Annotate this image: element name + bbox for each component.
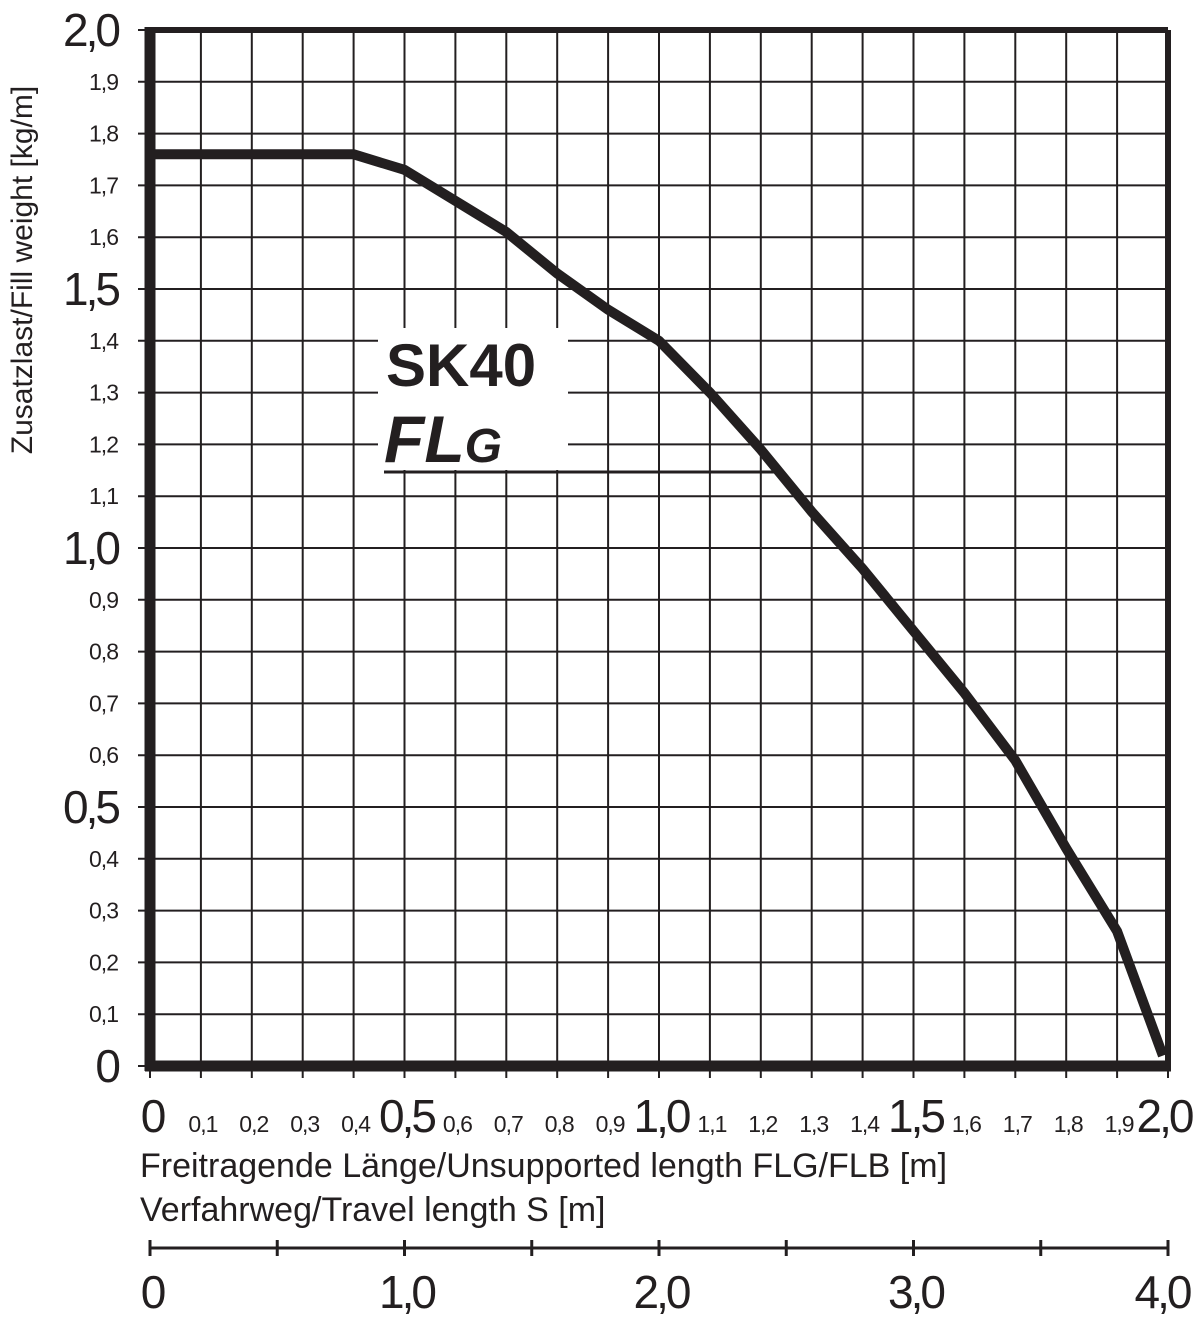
x-tick-label: 1,5 <box>888 1090 944 1142</box>
x2-tick-label: 0 <box>141 1266 165 1318</box>
y-tick-label: 0,3 <box>89 898 118 924</box>
y-tick-label: 0,5 <box>63 781 119 833</box>
y-tick-label: 0,8 <box>89 639 118 665</box>
y-tick-label: 1,5 <box>63 263 119 315</box>
annotation-label: FLG <box>384 402 502 476</box>
x-tick-label: 0,6 <box>443 1111 472 1137</box>
y-tick-label: 0,6 <box>89 742 118 768</box>
x-tick-label: 0,8 <box>545 1111 574 1137</box>
y-tick-label: 1,6 <box>89 224 118 250</box>
y-axis-label: Zusatzlast/Fill weight [kg/m] <box>6 86 39 454</box>
x-tick-label: 1,9 <box>1105 1111 1134 1137</box>
y-tick-label: 1,9 <box>89 69 118 95</box>
x2-tick-label: 2,0 <box>634 1266 690 1318</box>
x-tick-label: 1,6 <box>952 1111 981 1137</box>
x2-tick-label: 3,0 <box>888 1266 944 1318</box>
y-tick-label: 1,2 <box>89 431 118 457</box>
x-tick-label: 1,2 <box>748 1111 777 1137</box>
y-tick-label: 0,1 <box>89 1001 118 1027</box>
y-tick-label: 0,7 <box>89 690 118 716</box>
x-tick-label: 1,3 <box>799 1111 828 1137</box>
x-tick-label: 0,7 <box>494 1111 523 1137</box>
x-tick-label: 0,9 <box>596 1111 625 1137</box>
y-tick-label: 0,2 <box>89 949 118 975</box>
annotation-label-sub: G <box>465 420 502 473</box>
x-tick-label: 0 <box>141 1090 165 1142</box>
x-tick-label: 0,3 <box>290 1111 319 1137</box>
y-tick-label: 1,3 <box>89 380 118 406</box>
y-tick-label: 2,0 <box>63 4 119 56</box>
x-tick-label: 1,0 <box>634 1090 690 1142</box>
annotation-title: SK40 <box>386 332 536 399</box>
x-tick-label: 0,2 <box>239 1111 268 1137</box>
y-tick-label: 1,4 <box>89 328 119 354</box>
x-tick-label: 1,4 <box>850 1111 880 1137</box>
y-tick-label: 0,9 <box>89 587 118 613</box>
x2-tick-label: 4,0 <box>1135 1266 1191 1318</box>
x-axis-label: Freitragende Länge/Unsupported length FL… <box>140 1147 947 1185</box>
x2-tick-label: 1,0 <box>379 1266 435 1318</box>
x-tick-label: 0,1 <box>188 1111 217 1137</box>
x-tick-label: 1,7 <box>1003 1111 1032 1137</box>
y-tick-label: 1,1 <box>89 483 118 509</box>
x-tick-label: 0,5 <box>379 1090 435 1142</box>
y-tick-label: 1,7 <box>89 172 118 198</box>
x-tick-label: 0,4 <box>341 1111 371 1137</box>
y-tick-label: 0 <box>95 1040 119 1092</box>
x2-axis-label: Verfahrweg/Travel length S [m] <box>140 1191 606 1229</box>
x-tick-label: 1,1 <box>697 1111 726 1137</box>
annotation-label-main: FL <box>384 402 465 476</box>
series-line <box>150 149 1168 1058</box>
y-tick-label: 1,0 <box>63 522 119 574</box>
x-tick-label: 2,0 <box>1137 1090 1193 1142</box>
y-tick-label: 0,4 <box>89 846 119 872</box>
x-tick-label: 1,8 <box>1054 1111 1083 1137</box>
annotation-background <box>378 328 568 470</box>
y-tick-label: 1,8 <box>89 121 118 147</box>
